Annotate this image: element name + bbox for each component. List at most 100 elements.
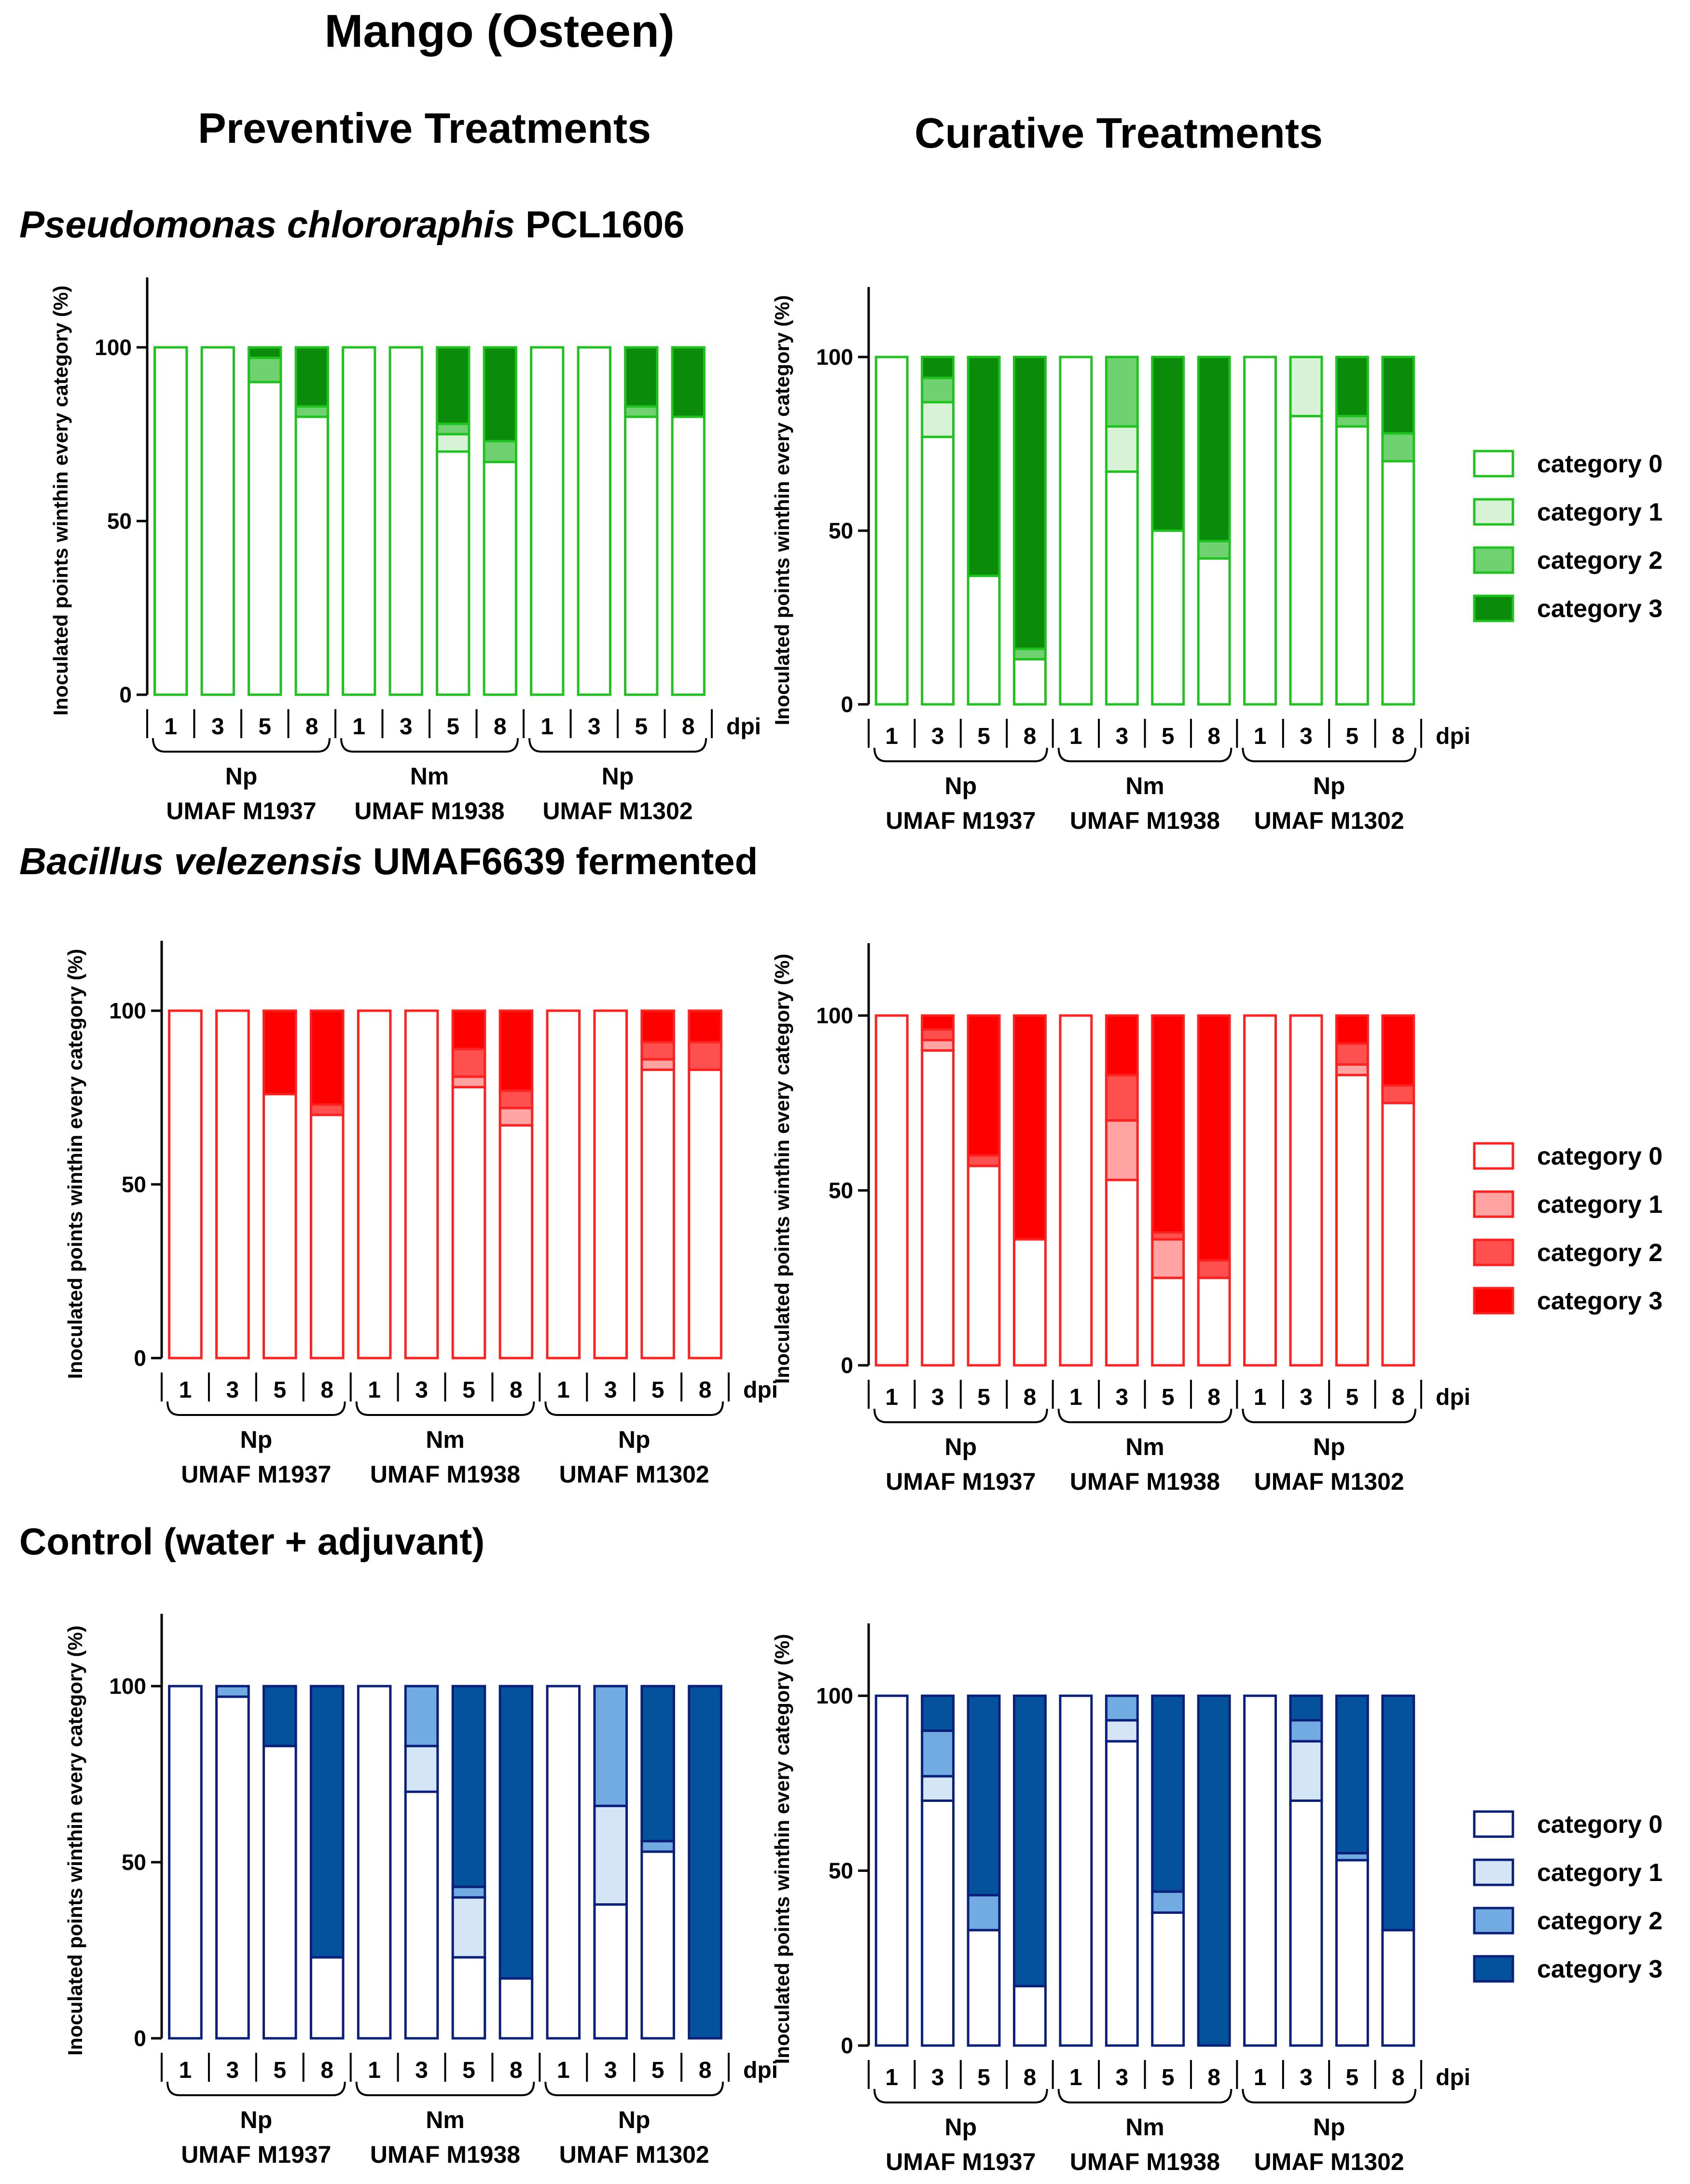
bar-segment (921, 1014, 955, 1031)
bar-segment (1197, 1259, 1231, 1279)
bar-segment (499, 1089, 534, 1110)
section-organism-italic: Pseudomonas chlororaphis (19, 203, 515, 246)
x-tick-label: 1 (164, 714, 177, 740)
x-tick-label: 1 (885, 2065, 898, 2090)
x-tick-label: 8 (1392, 724, 1405, 749)
x-tick-label: 1 (179, 2058, 192, 2083)
bar-segment (1013, 1014, 1047, 1241)
bar-segment (451, 1047, 486, 1078)
bar-segment (688, 1068, 722, 1360)
bar-segment (1335, 1859, 1369, 2047)
dpi-label: dpi (743, 2058, 778, 2083)
x-tick-label: 3 (931, 1385, 944, 1410)
legend-label: category 3 (1537, 1955, 1662, 1983)
group-isolate-label: UMAF M1302 (559, 1461, 709, 1488)
bar-segment (530, 346, 565, 696)
bar-segment (1105, 1179, 1139, 1367)
group-species-label: Nm (1125, 772, 1164, 799)
x-tick-label: 5 (651, 2058, 665, 2083)
bar-segment (1059, 1694, 1093, 2047)
bar-segment (874, 356, 909, 706)
bar-segment (436, 450, 471, 696)
bar-segment (263, 1744, 297, 2040)
legend-label: category 3 (1537, 595, 1662, 623)
bar-segment (451, 1685, 486, 1888)
x-tick-label: 8 (1024, 1385, 1037, 1410)
bar-segment (593, 1804, 628, 1906)
bar-segment (1105, 1073, 1139, 1122)
group-isolate-label: UMAF M1302 (1254, 1468, 1404, 1495)
bar-segment (1151, 1277, 1185, 1367)
x-tick-label: 3 (931, 724, 944, 749)
bar-segment (1381, 460, 1415, 706)
group-species-label: Np (602, 763, 634, 790)
y-tick-label: 0 (841, 2033, 853, 2058)
bar-segment (921, 376, 955, 404)
bar-segment (1151, 356, 1185, 532)
bar-segment (499, 1124, 534, 1360)
x-tick-label: 8 (510, 1377, 523, 1403)
y-tick-label: 100 (95, 335, 132, 360)
x-tick-label: 3 (226, 2058, 239, 2083)
bar-segment (1289, 1694, 1323, 1722)
x-tick-label: 5 (977, 2065, 990, 2090)
bar-segment (357, 1009, 392, 1360)
bar-segment (1105, 356, 1139, 428)
group-isolate-label: UMAF M1302 (542, 797, 693, 824)
group-isolate-label: UMAF M1937 (181, 2141, 331, 2168)
x-tick-label: 8 (1024, 724, 1037, 749)
bar-segment (1197, 1277, 1231, 1367)
bar-segment (499, 1977, 534, 2040)
bar-segment (153, 346, 188, 696)
group-bracket (873, 747, 1048, 762)
x-tick-label: 5 (977, 1385, 990, 1410)
bar-segment (1335, 1073, 1369, 1367)
bar-segment (874, 1694, 909, 2047)
legend-swatch (1473, 1190, 1514, 1218)
legend-swatch (1473, 594, 1514, 622)
y-axis-label: Inoculated points winthin every category… (771, 295, 793, 725)
bar-segment (967, 1014, 1001, 1157)
y-tick-label: 50 (829, 1858, 853, 1883)
group-species-label: Nm (410, 763, 449, 790)
bar-segment (1381, 1929, 1415, 2047)
bar-segment (1335, 414, 1369, 428)
dpi-label: dpi (1436, 724, 1470, 749)
x-tick-label: 8 (320, 2058, 333, 2083)
bar-segment (688, 1041, 722, 1071)
bar-segment (1197, 540, 1231, 560)
x-tick-label: 3 (1115, 1385, 1128, 1410)
bar-segment (1151, 1238, 1185, 1279)
x-tick-label: 3 (415, 1377, 428, 1403)
bar-segment (1197, 356, 1231, 543)
bar-segment (1013, 356, 1047, 650)
section-organism-italic: Bacillus velezensis (19, 840, 363, 882)
group-bracket (1057, 1408, 1233, 1423)
bar-segment (1197, 1014, 1231, 1262)
bar-segment (1335, 1063, 1369, 1076)
group-bracket (1057, 2088, 1233, 2103)
bar-segment (294, 346, 329, 408)
bar-segment (404, 1685, 439, 1747)
bar-segment (671, 415, 706, 696)
bar-segment (248, 381, 282, 696)
bar-segment (294, 415, 329, 696)
bar-segment (1289, 1799, 1323, 2047)
bar-segment (921, 436, 955, 706)
legend-swatch (1473, 1810, 1514, 1838)
bar-segment (1381, 1101, 1415, 1367)
group-isolate-label: UMAF M1938 (1070, 1468, 1220, 1495)
bar-segment (1381, 356, 1415, 435)
bar-segment (1335, 1694, 1369, 1854)
bar-segment (593, 1685, 628, 1807)
group-species-label: Np (945, 2114, 977, 2141)
x-tick-label: 8 (510, 2058, 523, 2083)
bar-segment (168, 1685, 203, 2040)
bar-segment (215, 1685, 250, 1698)
bar-segment (921, 1049, 955, 1367)
x-tick-label: 1 (1069, 724, 1082, 749)
bar-segment (168, 1009, 203, 1360)
y-tick-label: 0 (134, 1346, 146, 1371)
group-bracket (340, 738, 519, 753)
bar-segment (263, 1685, 297, 1747)
